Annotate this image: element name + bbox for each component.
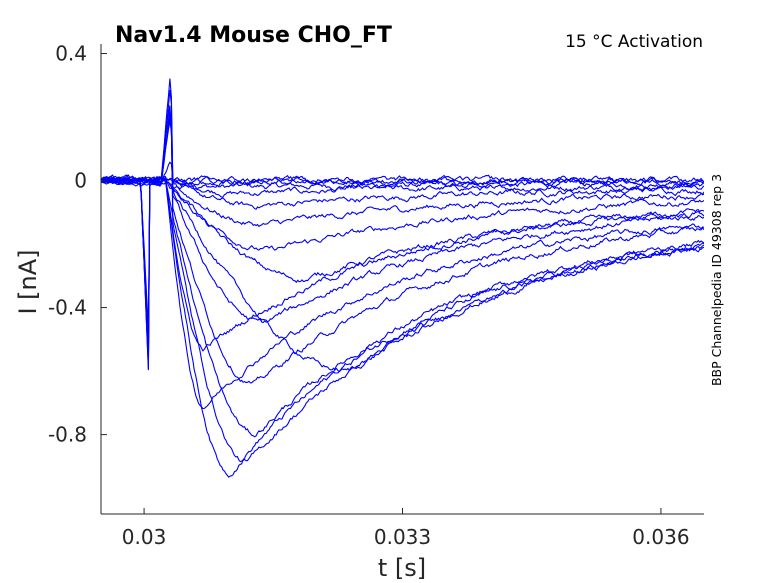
x-tick-label: 0.033 bbox=[374, 525, 431, 549]
baseline-trace bbox=[101, 161, 704, 187]
current-trace bbox=[101, 176, 704, 438]
current-trace bbox=[101, 175, 704, 373]
y-axis-ticks: 0.4 0 -0.4 -0.8 bbox=[48, 42, 107, 447]
x-tick-label: 0.036 bbox=[632, 525, 689, 549]
current-trace bbox=[101, 120, 704, 328]
y-tick-label: 0.4 bbox=[55, 42, 87, 66]
current-trace bbox=[101, 177, 704, 478]
current-trace bbox=[101, 115, 704, 352]
current-trace bbox=[101, 175, 704, 352]
current-trace bbox=[101, 110, 704, 384]
y-axis-label: I [nA] bbox=[14, 249, 42, 314]
baseline-trace bbox=[101, 175, 704, 188]
condition-label: 15 °C Activation bbox=[565, 32, 703, 52]
baseline-trace bbox=[101, 175, 704, 189]
y-tick-label: -0.8 bbox=[48, 423, 87, 447]
side-id-label: BBP Channelpedia ID 49308 rep 3 bbox=[709, 174, 724, 386]
y-tick-label: -0.4 bbox=[48, 296, 87, 320]
plot-area: 0.03 0.033 0.036 0.4 0 -0.4 -0.8 bbox=[48, 42, 704, 549]
x-axis-ticks: 0.03 0.033 0.036 bbox=[122, 508, 690, 549]
current-trace bbox=[101, 174, 704, 251]
current-trace bbox=[101, 89, 704, 362]
current-trace bbox=[101, 116, 704, 348]
current-traces bbox=[101, 78, 704, 478]
current-trace bbox=[101, 78, 704, 371]
chart-title: Nav1.4 Mouse CHO_FT bbox=[115, 23, 392, 48]
y-tick-label: 0 bbox=[74, 169, 87, 193]
x-tick-label: 0.03 bbox=[122, 525, 167, 549]
x-axis-label: t [s] bbox=[378, 554, 426, 582]
